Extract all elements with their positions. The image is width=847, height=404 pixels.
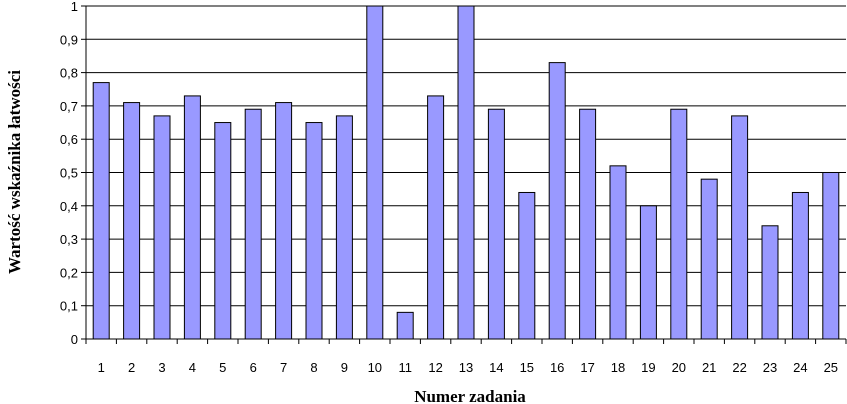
y-tick-label: 0	[71, 332, 78, 347]
y-tick-label: 0,7	[60, 99, 78, 114]
x-tick-label: 14	[489, 360, 503, 375]
bars	[92, 5, 840, 340]
y-tick-labels: 0 0,1 0,2 0,3 0,4 0,5 0,6 0,7 0,8 0,9 1	[60, 0, 78, 347]
bar-24	[791, 191, 809, 340]
x-tick-label: 19	[641, 360, 655, 375]
bar-13	[457, 5, 475, 340]
bar-11	[396, 311, 414, 340]
bar-7	[275, 102, 293, 340]
bar-1	[92, 82, 110, 340]
bar-3	[153, 115, 171, 340]
x-tick-label: 11	[398, 360, 412, 375]
y-tick-label: 0,8	[60, 66, 78, 81]
bar-23	[761, 225, 779, 340]
x-tick-label: 20	[672, 360, 686, 375]
x-tick-label: 24	[793, 360, 807, 375]
y-tick-label: 0,9	[60, 32, 78, 47]
y-tick-label: 0,3	[60, 232, 78, 247]
x-tick-label: 3	[158, 360, 165, 375]
bar-12	[427, 95, 445, 340]
x-tick-label: 8	[310, 360, 317, 375]
bar-15	[518, 191, 536, 340]
y-axis-title: Wartość wskaźnika łatwości	[5, 70, 24, 274]
y-tick-label: 0,6	[60, 132, 78, 147]
y-tick-label: 0,1	[60, 299, 78, 314]
x-tick-label: 23	[763, 360, 777, 375]
bar-9	[335, 115, 353, 340]
bar-5	[214, 122, 232, 340]
bar-18	[609, 165, 627, 340]
x-tick-label: 12	[428, 360, 442, 375]
y-tick-label: 0,2	[60, 265, 78, 280]
y-tick-label: 0,4	[60, 199, 78, 214]
bar-14	[487, 108, 505, 340]
y-tick-label: 1	[71, 0, 78, 14]
x-tick-labels: 1 2 3 4 5 6 7 8 9 10 11 12 13 14 15 16 17 18 19 20 21 22 23 24 2…	[98, 360, 838, 375]
axes	[81, 5, 847, 344]
bar-21	[700, 178, 718, 340]
bar-6	[244, 108, 262, 340]
x-tick-label: 7	[280, 360, 287, 375]
x-tick-label: 16	[550, 360, 564, 375]
bar-25	[822, 172, 840, 340]
x-tick-label: 9	[341, 360, 348, 375]
bar-17	[579, 108, 597, 340]
x-tick-label: 21	[702, 360, 716, 375]
x-tick-label: 6	[250, 360, 257, 375]
x-tick-label: 15	[520, 360, 534, 375]
x-tick-label: 22	[732, 360, 746, 375]
x-tick-label: 10	[368, 360, 382, 375]
y-tick-label: 0,5	[60, 166, 78, 181]
bar-19	[639, 205, 657, 340]
x-tick-label: 25	[824, 360, 838, 375]
x-axis-title: Numer zadania	[414, 387, 526, 404]
bar-2	[123, 102, 141, 340]
bar-10	[366, 5, 384, 340]
x-tick-label: 5	[219, 360, 226, 375]
bar-20	[670, 108, 688, 340]
x-tick-label: 2	[128, 360, 135, 375]
bar-4	[183, 95, 201, 340]
x-tick-label: 17	[580, 360, 594, 375]
bar-8	[305, 122, 323, 340]
x-tick-label: 4	[189, 360, 196, 375]
x-tick-label: 13	[459, 360, 473, 375]
bar-16	[548, 62, 566, 340]
x-tick-label: 18	[611, 360, 625, 375]
bar-22	[731, 115, 749, 340]
x-tick-label: 1	[98, 360, 105, 375]
